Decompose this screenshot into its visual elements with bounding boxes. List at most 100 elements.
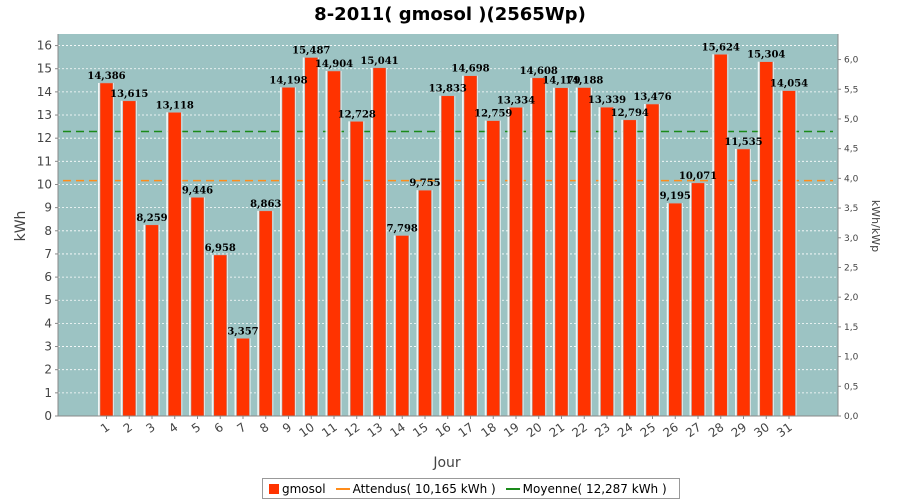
bar-value-label: 12,794 (611, 108, 649, 119)
y-tick-label: 12 (37, 131, 52, 145)
y2-tick-label: 5,0 (844, 115, 859, 125)
bar-value-label: 11,535 (724, 137, 762, 148)
bar (463, 75, 478, 417)
bar-value-label: 15,487 (292, 45, 330, 56)
x-tick-label: 26 (660, 420, 681, 440)
x-tick-label: 1 (98, 420, 112, 436)
bar-value-label: 10,071 (679, 171, 717, 182)
bar (759, 61, 774, 417)
bar (645, 103, 660, 417)
bar (258, 210, 273, 417)
bar (349, 121, 364, 417)
x-tick-label: 11 (319, 420, 340, 440)
bar (213, 254, 228, 417)
y-tick-label: 0 (44, 409, 52, 423)
x-tick-label: 30 (751, 420, 772, 440)
y2-tick-label: 4,0 (844, 174, 859, 184)
x-tick-label: 24 (615, 420, 636, 440)
bar-value-label: 14,608 (520, 66, 558, 77)
bar-value-label: 14,904 (315, 59, 353, 70)
y-tick-label: 13 (37, 108, 52, 122)
bar (782, 90, 796, 417)
bar-value-label: 9,195 (660, 191, 691, 202)
bar (167, 111, 182, 417)
legend-swatch-moyenne (505, 487, 520, 490)
y-tick-label: 14 (37, 85, 52, 99)
bar (395, 235, 410, 417)
x-tick-label: 28 (706, 420, 727, 440)
x-tick-label: 15 (410, 420, 431, 440)
y2-tick-label: 1,0 (844, 353, 859, 363)
bar-value-label: 14,698 (451, 64, 489, 75)
bar-value-label: 13,833 (429, 84, 467, 95)
bar-value-label: 14,188 (565, 76, 603, 87)
legend-label-gmosol: gmosol (282, 481, 326, 496)
y-axis-label: kWh (13, 211, 29, 242)
y2-tick-label: 2,5 (844, 263, 858, 273)
y2-tick-label: 0,5 (844, 382, 858, 392)
bar (600, 106, 614, 417)
y-tick-label: 2 (44, 363, 52, 377)
y2-tick-label: 0,0 (844, 412, 859, 422)
y-tick-label: 3 (44, 340, 52, 354)
bar-value-label: 14,198 (269, 75, 307, 86)
x-tick-label: 31 (774, 420, 795, 440)
bar (736, 148, 751, 417)
y-tick-label: 5 (44, 293, 52, 307)
bar-value-label: 15,041 (360, 56, 398, 67)
bar (145, 224, 159, 417)
x-tick-label: 14 (387, 420, 408, 440)
bar (713, 53, 728, 417)
bar-value-label: 14,386 (87, 71, 125, 82)
x-tick-label: 2 (121, 420, 135, 436)
bar (236, 337, 250, 417)
bar (190, 197, 205, 417)
chart-title: 8-2011( gmosol )(2565Wp) (314, 4, 586, 25)
bar (577, 87, 592, 417)
x-tick-label: 10 (296, 420, 317, 440)
x-tick-label: 20 (524, 420, 545, 440)
x-tick-label: 3 (143, 420, 157, 436)
y2-tick-label: 5,5 (844, 85, 858, 95)
y2-tick-label: 6,0 (844, 56, 859, 66)
x-axis-label: Jour (432, 455, 461, 471)
x-tick-label: 22 (569, 420, 590, 440)
bar-value-label: 15,304 (747, 50, 785, 61)
legend-item-moyenne: Moyenne( 12,287 kWh ) (505, 481, 667, 496)
bar-value-label: 13,118 (156, 100, 194, 111)
bar (304, 57, 319, 417)
x-tick-label: 29 (729, 420, 750, 440)
x-tick-label: 9 (280, 420, 294, 436)
y-tick-label: 10 (37, 177, 52, 191)
x-tick-label: 13 (365, 420, 386, 440)
bar (440, 95, 455, 417)
y-tick-label: 4 (44, 316, 52, 330)
legend: gmosol Attendus( 10,165 kWh ) Moyenne( 1… (262, 478, 680, 499)
legend-swatch-attendus (335, 487, 350, 490)
bar (327, 70, 341, 417)
bar (486, 120, 501, 417)
y2-axis-label: kWh/kWp (869, 200, 882, 252)
y-tick-label: 9 (44, 201, 52, 215)
bar-value-label: 8,259 (136, 213, 167, 224)
bar-value-label: 13,615 (110, 89, 148, 100)
x-tick-label: 17 (456, 420, 477, 440)
bar-value-label: 12,759 (474, 109, 512, 120)
bar-value-label: 13,334 (497, 95, 535, 106)
x-tick-label: 7 (234, 420, 248, 436)
bar-value-label: 13,339 (588, 95, 626, 106)
bar-value-label: 13,476 (633, 92, 671, 103)
y2-tick-label: 3,5 (844, 204, 858, 214)
legend-label-moyenne: Moyenne( 12,287 kWh ) (522, 481, 667, 496)
bar-value-label: 3,357 (227, 326, 258, 337)
bar (99, 82, 114, 417)
x-tick-label: 5 (189, 420, 203, 436)
x-tick-label: 8 (257, 420, 271, 436)
bar-value-label: 9,755 (409, 178, 440, 189)
bar (281, 86, 296, 417)
bar-value-label: 14,054 (770, 79, 808, 90)
bar-value-label: 8,863 (250, 199, 281, 210)
bar-value-label: 12,728 (338, 109, 376, 120)
legend-swatch-gmosol (269, 483, 279, 494)
x-tick-label: 25 (638, 420, 659, 440)
